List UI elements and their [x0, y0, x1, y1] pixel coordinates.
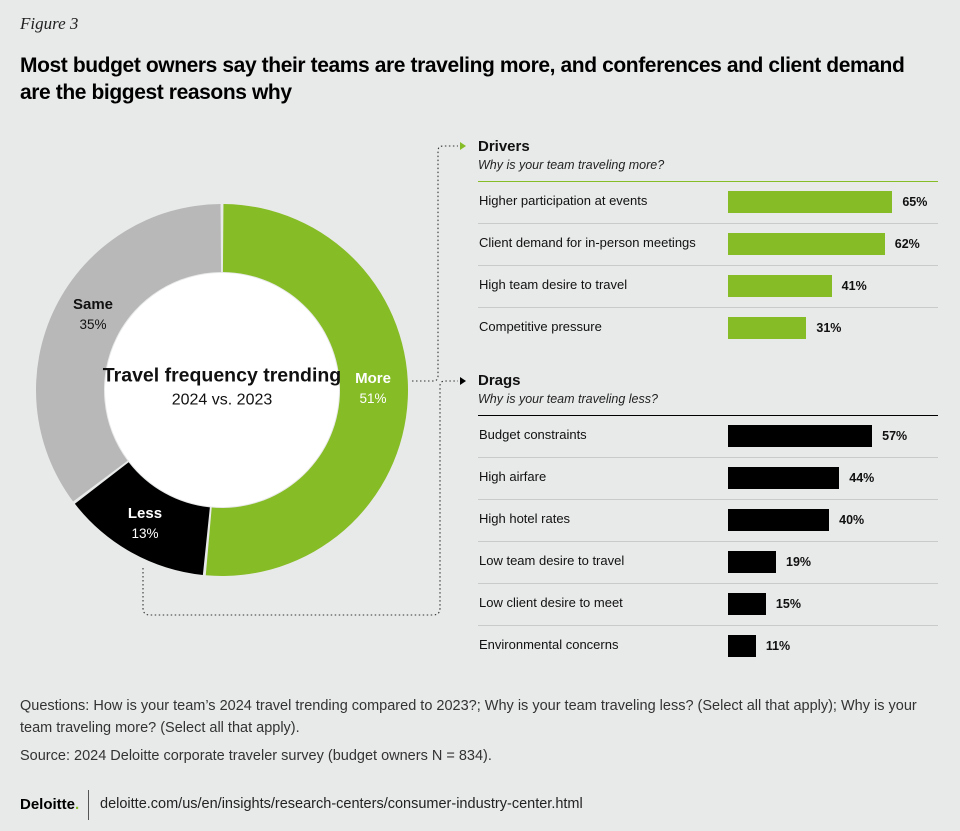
drag-row: High hotel rates 40%	[478, 500, 938, 542]
slice-label-less: Less 13%	[128, 504, 162, 544]
drag-label: Environmental concerns	[479, 637, 619, 652]
driver-value: 31%	[816, 321, 842, 335]
driver-value: 62%	[894, 237, 920, 251]
slice-name-same: Same	[72, 296, 114, 313]
deloitte-logo: Deloitte.	[20, 796, 79, 813]
drag-row: Low client desire to meet 15%	[478, 584, 938, 626]
drag-bar	[728, 635, 756, 657]
footer-source: Source: 2024 Deloitte corporate traveler…	[20, 748, 492, 764]
drivers-bar-list: Higher participation at events 65% Client …	[478, 182, 938, 349]
drags-panel: Drags Why is your team traveling less? B…	[478, 372, 938, 667]
drivers-title: Drivers	[478, 138, 530, 155]
slice-value-less: 13%	[131, 526, 159, 541]
drivers-panel: Drivers Why is your team traveling more?…	[478, 138, 938, 349]
driver-value: 65%	[902, 195, 928, 209]
donut-center-subtitle: 2024 vs. 2023	[171, 391, 273, 409]
drag-row: Environmental concerns 11%	[478, 626, 938, 667]
donut-chart	[36, 142, 466, 616]
connector-more-to-drivers	[412, 145, 458, 382]
footer-questions: Questions: How is your team’s 2024 trave…	[20, 698, 917, 736]
drag-row: Budget constraints 57%	[478, 416, 938, 458]
driver-value: 41%	[841, 279, 867, 293]
driver-label: Client demand for in-person meetings	[479, 235, 696, 250]
driver-bar	[728, 233, 885, 255]
drag-bar	[728, 467, 840, 489]
drag-value: 19%	[786, 555, 812, 569]
drag-label: Low client desire to meet	[479, 595, 623, 610]
chart-title: Most budget owners say their teams are t…	[20, 54, 905, 104]
drag-value: 40%	[839, 513, 865, 527]
drag-value: 44%	[849, 471, 875, 485]
driver-bar	[728, 191, 893, 213]
donut-slice-same	[36, 204, 222, 502]
donut-center-title: Travel frequency trending	[102, 364, 342, 387]
slice-value-same: 35%	[79, 317, 107, 332]
driver-label: Competitive pressure	[479, 319, 602, 334]
logo-text: Deloitte	[20, 796, 76, 813]
donut-hole	[105, 273, 339, 507]
driver-row: Client demand for in-person meetings 62%	[478, 224, 938, 266]
drag-bar	[728, 551, 777, 573]
driver-label: Higher participation at events	[479, 193, 648, 208]
logo-dot: .	[75, 796, 80, 813]
connector-less-to-drags	[142, 380, 458, 616]
driver-label: High team desire to travel	[479, 277, 628, 292]
drag-label: Budget constraints	[479, 427, 587, 442]
drag-value: 15%	[775, 597, 801, 611]
footer-divider	[88, 790, 89, 820]
driver-bar	[728, 275, 832, 297]
drivers-rule	[478, 181, 938, 182]
footer-url[interactable]: deloitte.com/us/en/insights/research-cen…	[100, 796, 583, 812]
drag-value: 11%	[765, 639, 791, 653]
drag-bar	[728, 425, 873, 447]
drag-value: 57%	[882, 429, 908, 443]
drag-label: High airfare	[479, 469, 547, 484]
slice-value-more: 51%	[359, 391, 387, 406]
driver-row: Competitive pressure 31%	[478, 308, 938, 349]
drag-bar	[728, 593, 766, 615]
drag-label: Low team desire to travel	[479, 553, 625, 568]
arrow-drivers-icon	[460, 142, 466, 150]
drag-row: Low team desire to travel 19%	[478, 542, 938, 584]
slice-name-more: More	[355, 370, 391, 387]
driver-bar	[728, 317, 807, 339]
drags-bar-list: Budget constraints 57% High airfare 44% High…	[478, 416, 938, 667]
slice-name-less: Less	[127, 505, 163, 522]
donut-slice-less	[74, 462, 210, 576]
drag-label: High hotel rates	[479, 511, 571, 526]
figure-label: Figure 3	[20, 14, 79, 33]
drags-question: Why is your team traveling less?	[478, 392, 658, 406]
driver-row: High team desire to travel 41%	[478, 266, 938, 308]
donut-center: Travel frequency trending 2024 vs. 2023	[103, 364, 341, 413]
drag-row: High airfare 44%	[478, 458, 938, 500]
slice-label-more: More 51%	[355, 369, 391, 409]
donut-slice-more	[205, 204, 409, 577]
driver-row: Higher participation at events 65%	[478, 182, 938, 224]
drags-title: Drags	[478, 372, 521, 389]
drivers-question: Why is your team traveling more?	[478, 158, 665, 172]
arrow-drags-icon	[460, 377, 466, 385]
drag-bar	[728, 509, 830, 531]
slice-label-same: Same 35%	[73, 295, 113, 335]
drags-rule	[478, 415, 938, 416]
